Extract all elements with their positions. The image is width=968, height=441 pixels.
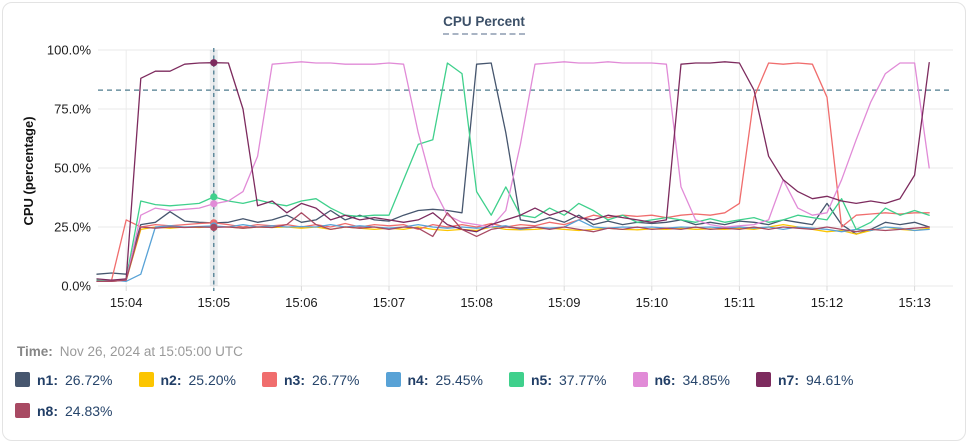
y-tick-label: 0.0% <box>61 279 91 294</box>
series-line-n6 <box>96 61 930 282</box>
series-line-n1 <box>96 62 930 275</box>
legend-value: 25.45% <box>435 371 483 388</box>
legend-swatch-n3 <box>262 372 277 387</box>
chart-legend: n1: 26.72% n2: 25.20% n3: 26.77% n4: 25.45% n5: 3… <box>15 369 960 431</box>
x-tick-label: 15:10 <box>636 295 669 310</box>
crosshair-dot-n5 <box>210 193 218 201</box>
y-tick-label: 75.0% <box>54 102 91 117</box>
legend-value: 34.85% <box>682 371 730 388</box>
legend-item-n6[interactable]: n6: 34.85% <box>632 369 757 390</box>
legend-name: n7: <box>778 371 799 388</box>
x-tick-label: 15:08 <box>460 295 493 310</box>
x-tick-label: 15:04 <box>110 295 143 310</box>
y-tick-label: 25.0% <box>54 220 91 235</box>
legend-value: 37.77% <box>559 371 607 388</box>
legend-name: n6: <box>654 371 676 388</box>
chart-title[interactable]: CPU Percent <box>443 14 525 35</box>
legend-name: n3: <box>284 371 305 388</box>
x-tick-label: 15:05 <box>198 295 231 310</box>
legend-item-n1[interactable]: n1: 26.72% <box>15 369 139 390</box>
legend-name: n5: <box>531 371 552 388</box>
legend-item-n3[interactable]: n3: 26.77% <box>262 369 386 390</box>
y-tick-label: 50.0% <box>54 161 91 176</box>
series-line-n2 <box>96 223 930 282</box>
legend-name: n1: <box>37 371 58 388</box>
legend-item-n8[interactable]: n8: 24.83% <box>15 400 139 421</box>
x-tick-label: 15:11 <box>724 295 756 310</box>
legend-item-n4[interactable]: n4: 25.45% <box>385 369 510 390</box>
y-tick-label: 100.0% <box>47 43 92 58</box>
series-line-n8 <box>96 212 930 282</box>
legend-value: 26.77% <box>312 371 360 388</box>
crosshair-dot-n6 <box>210 200 218 208</box>
legend-swatch-n4 <box>385 372 401 387</box>
legend-item-n2[interactable]: n2: 25.20% <box>138 369 263 390</box>
legend-swatch-n5 <box>509 372 524 387</box>
time-row: Time: Nov 26, 2024 at 15:05:00 UTC <box>17 344 243 359</box>
y-axis-title: CPU (percentage) <box>21 116 36 225</box>
x-tick-label: 15:09 <box>548 295 581 310</box>
legend-item-n5[interactable]: n5: 37.77% <box>509 369 633 390</box>
legend-swatch-n1 <box>15 372 30 387</box>
time-label: Time: <box>17 344 53 359</box>
legend-value: 26.72% <box>65 371 113 388</box>
legend-swatch-n6 <box>632 372 648 387</box>
x-tick-label: 15:13 <box>898 295 931 310</box>
legend-name: n4: <box>407 371 429 388</box>
x-tick-label: 15:12 <box>811 295 844 310</box>
chart-title-row: CPU Percent <box>3 13 965 35</box>
legend-value: 24.83% <box>65 402 113 419</box>
crosshair-dot-n7 <box>210 59 218 67</box>
crosshair-dot-n8 <box>210 223 218 232</box>
x-tick-label: 15:06 <box>285 295 318 310</box>
legend-swatch-n7 <box>756 372 771 387</box>
legend-name: n8: <box>37 402 58 419</box>
legend-swatch-n8 <box>15 403 30 418</box>
x-tick-label: 15:07 <box>373 295 406 310</box>
chart-svg[interactable]: 0.0% 25.0% 50.0% 75.0% 100.0% 15:04 15:05 15:06… <box>3 3 968 325</box>
time-value: Nov 26, 2024 at 15:05:00 UTC <box>59 344 243 359</box>
series-line-n7 <box>96 61 930 281</box>
legend-value: 94.61% <box>806 371 854 388</box>
series-line-n5 <box>96 62 930 282</box>
legend-name: n2: <box>160 371 182 388</box>
cpu-percent-chart[interactable]: 0.0% 25.0% 50.0% 75.0% 100.0% 15:04 15:05 15:06… <box>3 3 968 325</box>
series-line-n3 <box>96 62 930 282</box>
legend-item-n7[interactable]: n7: 94.61% <box>756 369 880 390</box>
legend-value: 25.20% <box>188 371 236 388</box>
legend-swatch-n2 <box>138 372 154 387</box>
